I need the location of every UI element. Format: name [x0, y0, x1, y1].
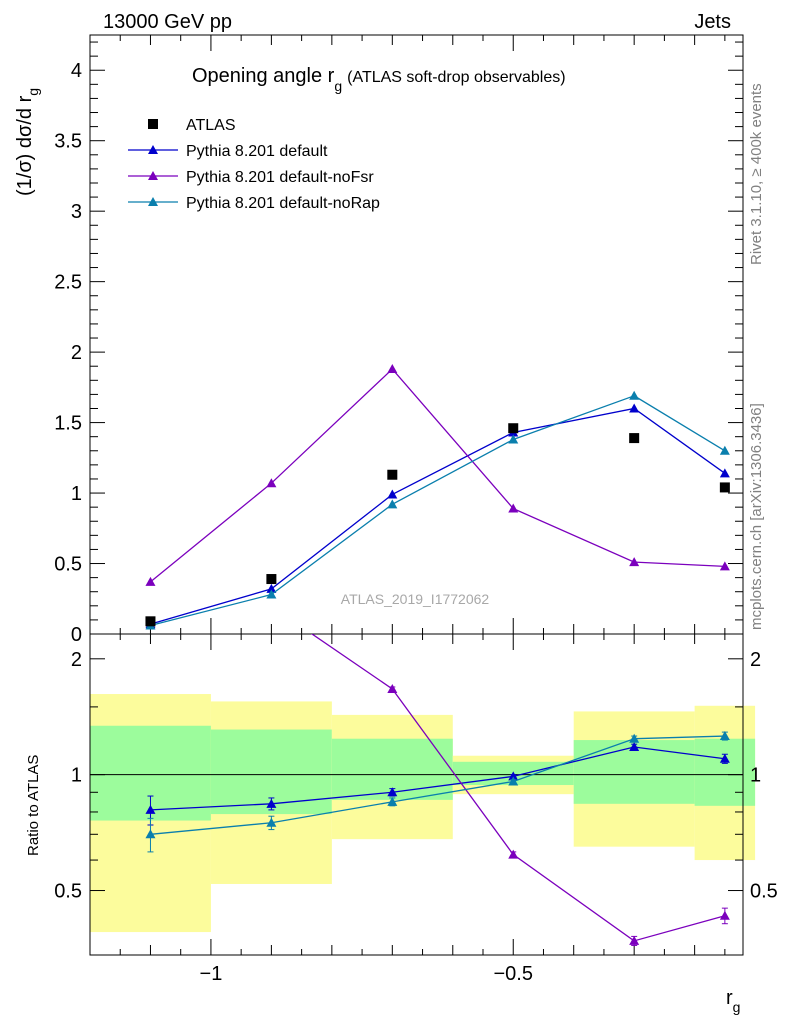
data-point	[145, 616, 156, 627]
y-tick-label: 2	[71, 342, 82, 364]
ratio-marker	[387, 683, 398, 693]
data-point	[266, 574, 277, 585]
series-marker	[387, 499, 398, 509]
rivet-label: Rivet 3.1.10, ≥ 400k events	[748, 83, 765, 265]
ratio-tick-label-right: 1	[750, 765, 761, 787]
ratio-marker	[719, 731, 730, 741]
ratio-y-axis-label: Ratio to ATLAS	[25, 755, 42, 856]
header-left: 13000 GeV pp	[103, 11, 232, 33]
plot-title-suffix: (ATLAS soft-drop observables)	[347, 69, 565, 86]
main-series	[145, 364, 730, 630]
legend-marker	[148, 197, 158, 206]
y-tick-label: 2.5	[54, 272, 82, 294]
legend-marker	[148, 145, 158, 154]
data-point	[719, 482, 730, 493]
mcplots-label: mcplots.cern.ch [arXiv:1306.3436]	[748, 403, 765, 630]
legend-marker	[148, 171, 158, 180]
ratio-marker	[629, 742, 640, 752]
x-tick-label: −1	[200, 963, 223, 985]
ratio-marker	[266, 601, 276, 610]
series-marker	[266, 478, 277, 488]
series-marker	[266, 589, 277, 599]
legend-label: Pythia 8.201 default-noRap	[186, 195, 380, 212]
y-tick-label: 4	[71, 60, 82, 82]
legend-data-label: ATLAS	[186, 117, 236, 134]
plot-title-main: Opening angle r	[192, 65, 335, 87]
series-line	[150, 407, 726, 625]
ratio-band-inner	[694, 738, 756, 806]
plot-title: Opening angle rg (ATLAS soft-drop observa…	[192, 65, 566, 94]
ratio-tick-label: 2	[71, 649, 82, 671]
header-right: Jets	[694, 11, 731, 33]
legend-label: Pythia 8.201 default	[186, 143, 328, 160]
ratio-marker	[145, 534, 155, 543]
ratio-line	[150, 746, 725, 811]
series-marker	[629, 390, 640, 400]
data-point	[508, 423, 519, 434]
ratio-line	[310, 634, 726, 942]
y-axis-label-main: (1/σ) dσ/d r	[14, 95, 36, 196]
tick-labels: 0 0.5 1 1.5 2 2.5 3 3.5 4 −1 −0.5 0.5 0.5 1 1 2 2	[54, 60, 778, 985]
plot-title-sub: g	[334, 78, 342, 94]
series-marker	[387, 364, 398, 374]
y-tick-label: 3.5	[54, 131, 82, 153]
ratio-marker	[629, 935, 640, 945]
x-axis-label-main: r	[726, 987, 733, 1009]
ratio-tick-label-right: 0.5	[750, 881, 778, 903]
series-marker	[145, 576, 156, 586]
analysis-watermark: ATLAS_2019_I1772062	[341, 591, 490, 607]
ratio-tick-label: 0.5	[54, 881, 82, 903]
y-tick-label: 0	[71, 624, 82, 646]
legend-label: Pythia 8.201 default-noFsr	[186, 169, 374, 186]
y-axis-label-sub: g	[25, 88, 41, 96]
ratio-marker	[719, 910, 730, 920]
ratio-marker	[145, 804, 156, 814]
ratio-marker	[266, 798, 277, 808]
series-marker	[629, 557, 640, 567]
ratio-marker	[719, 753, 730, 763]
series-marker	[719, 561, 730, 571]
x-axis-label-sub: g	[733, 999, 741, 1015]
ratio-marker	[508, 849, 519, 859]
tick-marks	[89, 35, 743, 955]
ratio-plot-frame	[89, 633, 744, 956]
x-axis-label: rg	[726, 987, 740, 1015]
series-line	[150, 395, 726, 627]
series-marker	[719, 445, 730, 455]
ratio-tick-label: 1	[71, 765, 82, 787]
series-marker	[508, 434, 519, 444]
y-tick-label: 1.5	[54, 413, 82, 435]
ratio-marker	[145, 829, 156, 839]
data-point	[629, 433, 640, 444]
ratio-marker	[387, 787, 398, 797]
y-tick-label: 1	[71, 483, 82, 505]
y-tick-label: 0.5	[54, 554, 82, 576]
series-marker	[719, 468, 730, 478]
ratio-marker	[266, 817, 277, 827]
ratio-marker	[508, 776, 519, 786]
series-line	[150, 368, 725, 583]
series-marker	[387, 489, 398, 499]
ratio-marker	[508, 771, 519, 781]
series-marker	[629, 403, 640, 413]
ratio-marker	[629, 733, 640, 743]
y-axis-label: (1/σ) dσ/d rg	[14, 88, 41, 196]
ratio-marker	[387, 796, 398, 806]
legend-data-marker	[148, 119, 158, 129]
ratio-series	[145, 534, 730, 946]
y-tick-label: 3	[71, 201, 82, 223]
series-marker	[508, 503, 519, 513]
data-point	[387, 469, 398, 480]
ratio-line	[150, 735, 725, 835]
legend: ATLAS Pythia 8.201 default Pythia 8.201 de…	[128, 117, 380, 212]
ratio-tick-label-right: 2	[750, 649, 761, 671]
series-marker	[266, 583, 277, 593]
ratio-bands	[90, 694, 756, 933]
x-tick-label: −0.5	[493, 963, 532, 985]
